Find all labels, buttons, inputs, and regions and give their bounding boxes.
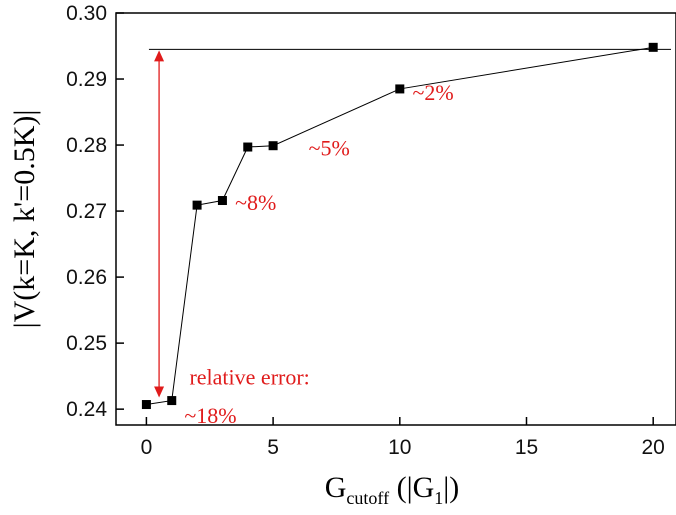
- data-point: [395, 84, 405, 94]
- x-tick-label: 20: [642, 436, 665, 459]
- y-tick-label: 0.29: [66, 68, 107, 91]
- annotation-label: ~2%: [412, 80, 453, 105]
- x-tick-label: 0: [141, 436, 153, 459]
- x-tick-label: 15: [515, 436, 538, 459]
- error-arrow: [154, 50, 165, 398]
- y-tick-label: 0.26: [66, 266, 107, 289]
- series-line: [146, 46, 654, 406]
- x-axis-title-main: G: [325, 471, 347, 504]
- x-axis-title-rest1: (|G: [389, 471, 434, 504]
- annotation-label: relative error:: [189, 365, 309, 390]
- data-point: [141, 400, 151, 410]
- data-point: [192, 200, 202, 210]
- data-point: [648, 42, 658, 52]
- y-tick-label: 0.25: [66, 332, 107, 355]
- y-tick-label: 0.28: [66, 134, 107, 157]
- x-axis-title-sub: cutoff: [346, 488, 389, 508]
- y-axis-title: |V(k=K, k'=0.5K)|: [8, 110, 41, 329]
- y-tick-label: 0.24: [66, 398, 107, 421]
- plot-frame: [115, 12, 676, 426]
- data-point: [167, 396, 177, 406]
- error-arrow-head-top: [154, 50, 165, 62]
- data-series: [141, 42, 658, 410]
- data-point: [268, 141, 278, 151]
- x-axis-title: Gcutoff (|G1|): [325, 471, 460, 508]
- annotation-label: ~18%: [184, 403, 236, 428]
- annotations: relative error: ~18% ~8% ~5% ~2%: [184, 80, 453, 428]
- data-point: [243, 142, 253, 152]
- y-tick-label: 0.30: [66, 2, 107, 25]
- error-arrow-head-bottom: [154, 386, 165, 398]
- x-tick-label: 5: [267, 436, 279, 459]
- x-axis-title-sub2: 1: [434, 488, 443, 508]
- data-point: [217, 196, 227, 206]
- annotation-label: ~5%: [309, 136, 350, 161]
- y-tick-label: 0.27: [66, 200, 107, 223]
- x-tick-label: 10: [388, 436, 411, 459]
- axis-ticks: 0 5 10 15 20 0.24 0.25 0.26 0.27 0.28 0.29 0.30: [66, 2, 665, 459]
- annotation-label: ~8%: [235, 190, 276, 215]
- x-axis-title-rest2: |): [443, 471, 459, 504]
